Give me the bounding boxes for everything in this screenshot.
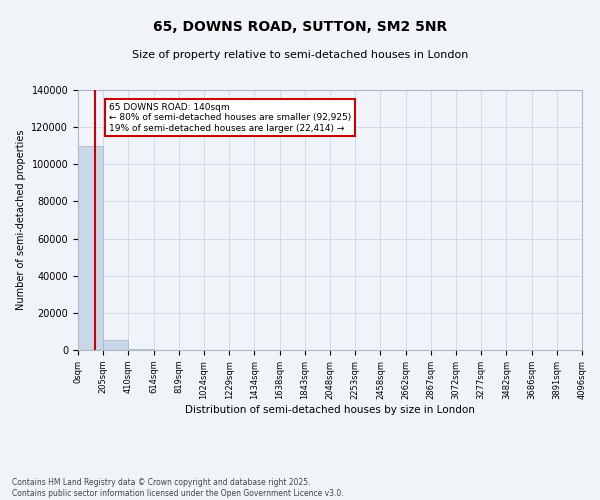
Bar xyxy=(78,146,103,350)
Y-axis label: Number of semi-detached properties: Number of semi-detached properties xyxy=(16,130,26,310)
Text: 65, DOWNS ROAD, SUTTON, SM2 5NR: 65, DOWNS ROAD, SUTTON, SM2 5NR xyxy=(153,20,447,34)
X-axis label: Distribution of semi-detached houses by size in London: Distribution of semi-detached houses by … xyxy=(185,404,475,414)
Text: Contains HM Land Registry data © Crown copyright and database right 2025.
Contai: Contains HM Land Registry data © Crown c… xyxy=(12,478,344,498)
Text: Size of property relative to semi-detached houses in London: Size of property relative to semi-detach… xyxy=(132,50,468,60)
Text: 65 DOWNS ROAD: 140sqm
← 80% of semi-detached houses are smaller (92,925)
19% of : 65 DOWNS ROAD: 140sqm ← 80% of semi-deta… xyxy=(109,103,351,133)
Bar xyxy=(103,340,128,350)
